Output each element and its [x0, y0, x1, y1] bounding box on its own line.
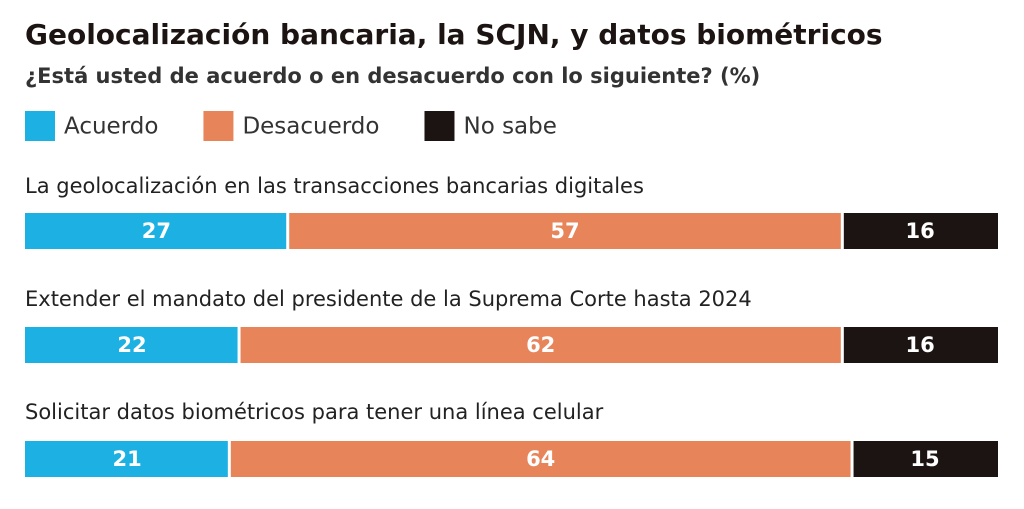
category-label: Solicitar datos biométricos para tener u…: [25, 400, 604, 424]
legend-label: No sabe: [463, 114, 556, 140]
value-label: 15: [910, 447, 939, 471]
bar-segment: [843, 213, 998, 249]
value-label: 62: [526, 333, 555, 357]
legend-swatch: [25, 111, 55, 141]
bar-segment: [240, 327, 841, 363]
bar-segment: [853, 441, 998, 477]
bar-segment: [25, 213, 287, 249]
bar-segment: [25, 327, 238, 363]
category-label: Extender el mandato del presidente de la…: [25, 287, 752, 311]
value-label: 16: [906, 219, 935, 243]
value-label: 57: [550, 219, 579, 243]
category-label: La geolocalización en las transacciones …: [25, 174, 644, 198]
chart-title: Geolocalización bancaria, la SCJN, y dat…: [25, 18, 883, 51]
legend-swatch: [424, 111, 455, 141]
bar-segment: [25, 441, 228, 477]
value-label: 16: [906, 333, 935, 357]
bar-segment: [843, 327, 998, 363]
bar-segment: [289, 213, 841, 249]
bar-segment: [230, 441, 851, 477]
legend-swatch: [203, 111, 234, 141]
value-label: 22: [117, 333, 146, 357]
value-label: 21: [113, 447, 142, 471]
legend-label: Acuerdo: [64, 114, 158, 140]
value-label: 27: [142, 219, 171, 243]
legend-label: Desacuerdo: [242, 114, 379, 140]
value-label: 64: [526, 447, 555, 471]
chart-subtitle: ¿Está usted de acuerdo o en desacuerdo c…: [25, 64, 760, 88]
